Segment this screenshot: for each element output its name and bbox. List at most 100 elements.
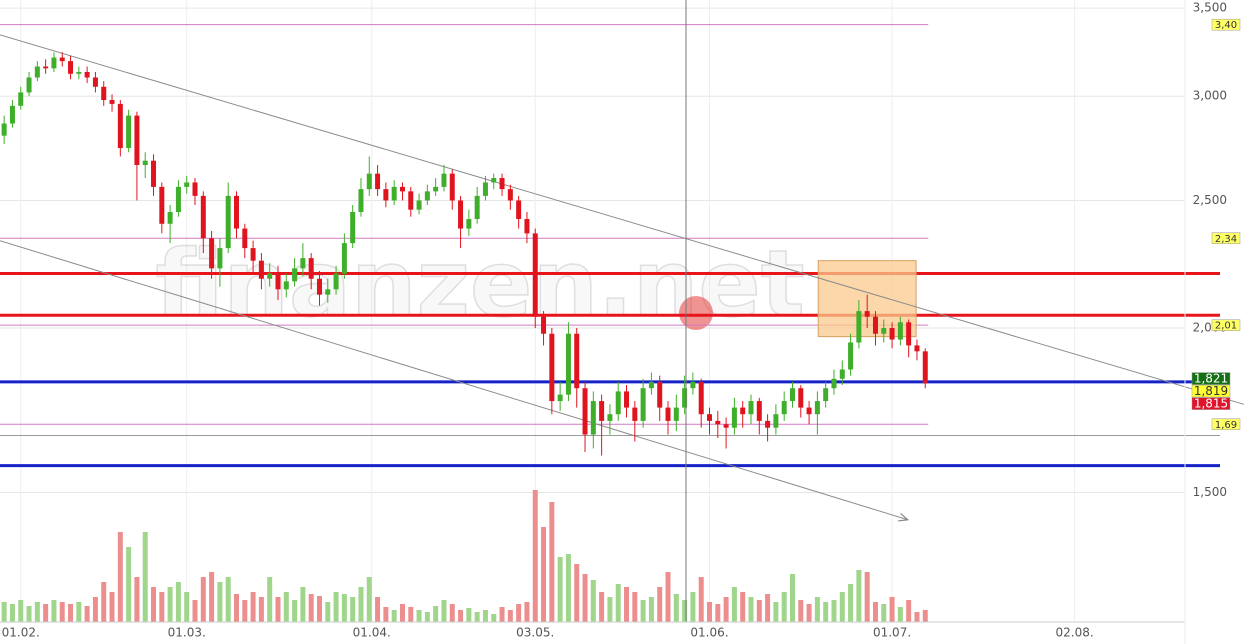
volume-bar [474,612,480,622]
candle-body [300,258,306,269]
candle-body [831,378,837,389]
volume-bar [532,490,538,622]
candle-body [848,342,854,370]
candle-body [341,243,347,274]
candle-body [142,160,148,165]
price-tag [1211,418,1241,431]
candle-body [76,71,82,74]
price-tag-label: 2,01 [1215,321,1237,332]
volume-bar [225,577,231,622]
volume-bar [1,602,7,622]
x-tick-label: 01.07. [873,626,911,640]
volume-bar [557,557,563,622]
volume-bar [341,594,347,622]
volume-bar [491,614,497,622]
volume-bar [59,602,65,622]
candle-body [358,189,364,212]
volume-bar [549,502,555,622]
x-tick-label: 01.04. [353,626,391,640]
volume-bar [283,592,289,622]
candle-body [798,388,804,408]
candle-body [391,186,397,201]
candle-body [781,401,787,415]
candle-body [707,414,713,421]
volume-bar [723,597,729,622]
x-tick-label: 01.02. [2,626,40,640]
volume-bar [424,612,430,622]
candle-body [209,238,215,269]
volume-bar [648,597,654,622]
volume-bar [275,597,281,622]
volume-bar [748,597,754,622]
candle-body [731,407,737,428]
trend-line [0,240,908,520]
candle-body [18,92,24,106]
volume-bar [134,577,140,622]
candle-body [258,260,264,279]
candle-body [789,388,795,402]
candle-body [234,195,240,229]
volume-bar [590,580,596,622]
candle-body [399,186,405,192]
candle-body [914,345,920,352]
volume-bar [399,604,405,622]
candle-body [333,273,339,290]
candle-body [491,178,497,183]
volume-bar [458,610,464,622]
volume-bar [449,604,455,622]
volume-bar [914,612,920,622]
candle-body [126,115,132,149]
volume-bar [117,532,123,622]
volume-bar [897,607,903,622]
volume-bar [773,602,779,622]
volume-bar [665,572,671,622]
volume-bar [142,532,148,622]
candle-body [1,123,7,136]
volume-bar [43,604,49,622]
volume-bar [657,587,663,622]
volume-bar [698,577,704,622]
price-tag-label: 1,819 [1194,384,1228,398]
volume-bar [756,600,762,622]
volume-bar [68,604,74,622]
volume-bar [167,587,173,622]
volume-bar [383,607,389,622]
candle-body [117,103,123,149]
x-tick-label: 03.05. [516,626,554,640]
candle-body [856,311,862,343]
volume-bar [391,610,397,622]
y-tick-label: 2,500 [1193,193,1227,207]
price-tag-label: 3,40 [1215,20,1237,31]
volume-bar [242,600,248,622]
candle-body [383,189,389,201]
candle-body [242,228,248,249]
volume-bar [814,597,820,622]
volume-bar [831,600,837,622]
candle-body [864,311,870,317]
volume-bar [101,582,107,622]
candle-body [897,322,903,340]
candle-body [134,115,140,165]
candle-body [200,195,206,239]
volume-bar [366,577,372,622]
candle-body [582,388,588,435]
candle-body [682,388,688,408]
volume-bar [408,607,414,622]
volume-bar [267,577,273,622]
volume-bar [922,610,928,622]
volume-bar [192,600,198,622]
candle-body [814,401,820,415]
volume-bar [798,600,804,622]
candle-body [756,401,762,421]
volume-bar [416,610,422,622]
price-tag [1191,372,1231,385]
volume-bar [715,604,721,622]
watermark-dot [679,296,713,330]
volume-bar [482,610,488,622]
volume-bar [209,572,215,622]
candle-body [574,333,580,389]
candle-body [424,191,430,201]
volume-bar [574,564,580,622]
volume-bar [632,592,638,622]
